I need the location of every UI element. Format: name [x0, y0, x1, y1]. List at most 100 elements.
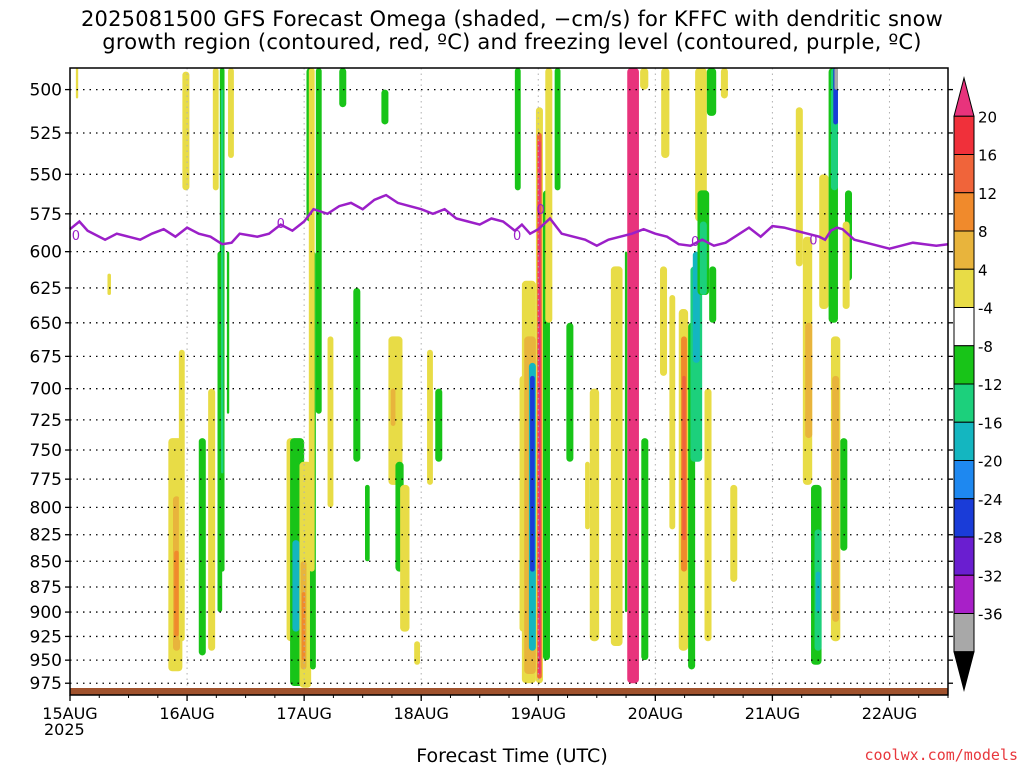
- omega-cell: [660, 266, 668, 376]
- omega-cell: [365, 484, 370, 562]
- colorbar-swatch: [953, 536, 975, 576]
- colorbar-swatch: [953, 498, 975, 538]
- chart-title: 2025081500 GFS Forecast Omega (shaded, −…: [80, 7, 944, 54]
- omega-cell: [226, 251, 230, 414]
- x-tick-label: 18AUG: [393, 704, 448, 723]
- y-tick-label: 975: [30, 674, 62, 694]
- omega-cell: [182, 71, 190, 191]
- omega-cell: [566, 322, 574, 462]
- omega-cell: [627, 68, 639, 684]
- ground-strip: [70, 688, 948, 695]
- y-tick-label: 900: [30, 603, 62, 623]
- omega-cell: [381, 89, 389, 125]
- omega-cell: [327, 336, 334, 508]
- y-tick-label: 875: [30, 578, 62, 598]
- omega-cell: [538, 141, 541, 675]
- colorbar-label: 20: [978, 108, 997, 126]
- omega-cell: [709, 266, 717, 323]
- y-tick-label: 800: [30, 498, 62, 518]
- colorbar-swatch: [953, 460, 975, 500]
- freezing-level-marker: 0: [691, 235, 699, 250]
- colorbar-label: -28: [978, 529, 1003, 547]
- y-tick-label: 950: [30, 651, 62, 671]
- freezing-level-marker: 0: [513, 229, 521, 244]
- omega-cell: [669, 295, 676, 530]
- omega-cell: [308, 68, 315, 572]
- y-tick-label: 750: [30, 441, 62, 461]
- y-tick-label: 850: [30, 552, 62, 572]
- year-label: 2025: [44, 720, 85, 739]
- omega-cell: [427, 349, 433, 485]
- freezing-level-marker: 0: [72, 229, 80, 244]
- x-axis-title: Forecast Time (UTC): [416, 745, 608, 767]
- omega-cell: [390, 388, 396, 426]
- y-tick-label: 725: [30, 411, 62, 431]
- y-tick-label: 525: [30, 124, 62, 144]
- omega-cell: [589, 388, 600, 642]
- colorbar-label: -12: [978, 376, 1003, 394]
- omega-cell: [695, 68, 707, 222]
- omega-cell: [174, 550, 179, 637]
- colorbar-label: -16: [978, 414, 1003, 432]
- colorbar-label: -32: [978, 567, 1003, 585]
- omega-cell: [545, 68, 553, 323]
- omega-cell: [805, 322, 813, 439]
- colorbar-swatch: [953, 574, 975, 614]
- y-tick-label: 625: [30, 279, 62, 299]
- colorbar-label: -4: [978, 300, 993, 318]
- omega-cell: [414, 641, 421, 665]
- freezing-level-marker: 0: [536, 203, 544, 218]
- colorbar-label: -36: [978, 606, 1003, 624]
- omega-cell: [640, 68, 649, 90]
- y-tick-label: 925: [30, 627, 62, 647]
- omega-cell: [292, 540, 300, 632]
- omega-cell: [832, 375, 840, 622]
- y-tick-label: 575: [30, 205, 62, 225]
- omega-cell: [730, 484, 738, 582]
- omega-chart: 5005255505756006256506757007257507758008…: [30, 67, 1003, 723]
- omega-cell: [315, 68, 322, 414]
- x-tick-label: 20AUG: [628, 704, 683, 723]
- colorbar-swatch: [953, 115, 975, 155]
- y-tick-label: 650: [30, 314, 62, 334]
- omega-cell: [221, 89, 224, 474]
- x-tick-label: 19AUG: [511, 704, 566, 723]
- omega-cell: [400, 484, 410, 632]
- omega-cell: [75, 68, 79, 99]
- x-tick-label: 21AUG: [745, 704, 800, 723]
- omega-cell: [842, 221, 850, 310]
- omega-cell: [815, 571, 821, 613]
- omega-cell: [661, 68, 670, 159]
- colorbar-label: 8: [978, 223, 988, 241]
- omega-cell: [641, 438, 649, 661]
- y-tick-label: 700: [30, 380, 62, 400]
- y-tick-label: 600: [30, 243, 62, 263]
- y-tick-label: 825: [30, 526, 62, 546]
- colorbar-swatch: [953, 613, 975, 653]
- colorbar-bottom-arrow: [953, 651, 975, 692]
- omega-cell: [353, 287, 361, 462]
- y-tick-label: 675: [30, 347, 62, 367]
- omega-cell: [208, 388, 216, 651]
- x-tick-label: 15AUG: [42, 704, 97, 723]
- site-credit: coolwx.com/models: [864, 746, 1018, 764]
- colorbar-swatch: [953, 307, 975, 347]
- y-tick-label: 550: [30, 165, 62, 185]
- x-tick-label: 17AUG: [276, 704, 331, 723]
- omega-cell: [682, 375, 686, 541]
- x-tick-label: 16AUG: [159, 704, 214, 723]
- colorbar-swatch: [953, 345, 975, 385]
- colorbar-label: -20: [978, 453, 1003, 471]
- omega-cell: [198, 438, 206, 656]
- omega-cell: [212, 68, 219, 191]
- colorbar-label: -24: [978, 491, 1003, 509]
- colorbar-label: 4: [978, 261, 988, 279]
- colorbar-label: 12: [978, 185, 997, 203]
- colorbar-top-arrow: [953, 76, 975, 117]
- omega-cell: [585, 461, 590, 530]
- omega-cell: [704, 388, 712, 642]
- omega-cell: [514, 68, 521, 191]
- omega-cell: [178, 349, 185, 642]
- colorbar-swatch: [953, 230, 975, 270]
- omega-cell: [624, 251, 628, 613]
